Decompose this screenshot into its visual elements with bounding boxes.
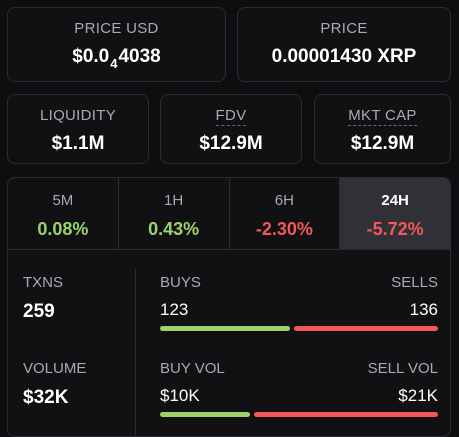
tab-24h[interactable]: 24H -5.72%: [340, 178, 450, 249]
tab-5m[interactable]: 5M 0.08%: [8, 178, 119, 249]
fdv-label[interactable]: FDV: [161, 107, 301, 126]
buys-value: 123: [160, 300, 189, 319]
buy-sell-vol-bar: [160, 412, 438, 417]
price-native-card: PRICE 0.00001430 XRP: [237, 7, 451, 82]
price-native-label: PRICE: [320, 20, 368, 37]
fdv-label-text[interactable]: FDV: [215, 107, 247, 126]
price-usd-digits: 4038: [118, 46, 161, 67]
volume-stat: VOLUME $32K: [23, 360, 86, 409]
stats-divider: [135, 268, 136, 436]
tab-24h-change: -5.72%: [366, 219, 424, 239]
mkt-cap-value: $12.9M: [350, 133, 415, 154]
liquidity-label: LIQUIDITY: [39, 107, 117, 124]
buy-vol-label: BUY VOL: [160, 360, 225, 377]
sells-bar-fill: [294, 326, 438, 331]
tab-1h-change: 0.43%: [148, 219, 200, 239]
volume-value: $32K: [23, 387, 69, 408]
buys-sells-bar: [160, 326, 438, 331]
liquidity-card: LIQUIDITY $1.1M: [7, 94, 149, 164]
tab-6h-label: 6H: [274, 192, 294, 209]
tab-24h-label: 24H: [381, 192, 409, 209]
buy-vol-bar-fill: [160, 412, 250, 417]
txns-label: TXNS: [23, 274, 64, 291]
sells-label: SELLS: [391, 274, 438, 291]
mkt-cap-label-text[interactable]: MKT CAP: [348, 107, 417, 126]
sell-vol-bar-fill: [253, 412, 438, 417]
sells-value: 136: [409, 300, 438, 319]
price-usd-zero-count: 4: [110, 56, 118, 71]
buys-label: BUYS: [160, 274, 201, 291]
price-usd-prefix: $0.0: [72, 46, 110, 67]
buys-sells-row: BUYS SELLS 123 136: [160, 274, 438, 331]
price-usd-label: PRICE USD: [74, 20, 159, 37]
tab-6h-change: -2.30%: [255, 219, 313, 239]
price-usd-value: $0.044038: [8, 46, 225, 71]
tab-5m-label: 5M: [52, 192, 74, 209]
buy-sell-vol-row: BUY VOL SELL VOL $10K $21K: [160, 360, 438, 417]
sell-vol-label: SELL VOL: [367, 360, 438, 377]
buys-bar-fill: [160, 326, 291, 331]
stats-panel: 5M 0.08% 1H 0.43% 6H -2.30% 24H -5.72% T…: [7, 177, 451, 437]
mkt-cap-card[interactable]: MKT CAP $12.9M: [314, 94, 451, 164]
price-usd-card: PRICE USD $0.044038: [7, 7, 226, 82]
tab-1h[interactable]: 1H 0.43%: [119, 178, 230, 249]
timeframe-tabs: 5M 0.08% 1H 0.43% 6H -2.30% 24H -5.72%: [8, 178, 450, 250]
tab-6h[interactable]: 6H -2.30%: [230, 178, 341, 249]
mkt-cap-label[interactable]: MKT CAP: [315, 107, 450, 126]
fdv-card[interactable]: FDV $12.9M: [160, 94, 302, 164]
tab-5m-change: 0.08%: [37, 219, 89, 239]
sell-vol-value: $21K: [398, 386, 438, 405]
price-native-value: 0.00001430 XRP: [271, 46, 417, 67]
txns-value: 259: [23, 301, 55, 322]
volume-label: VOLUME: [23, 360, 87, 377]
txns-stat: TXNS 259: [23, 274, 63, 323]
liquidity-value: $1.1M: [51, 133, 105, 154]
buy-vol-value: $10K: [160, 386, 200, 405]
tab-1h-label: 1H: [164, 192, 184, 209]
fdv-value: $12.9M: [199, 133, 263, 154]
